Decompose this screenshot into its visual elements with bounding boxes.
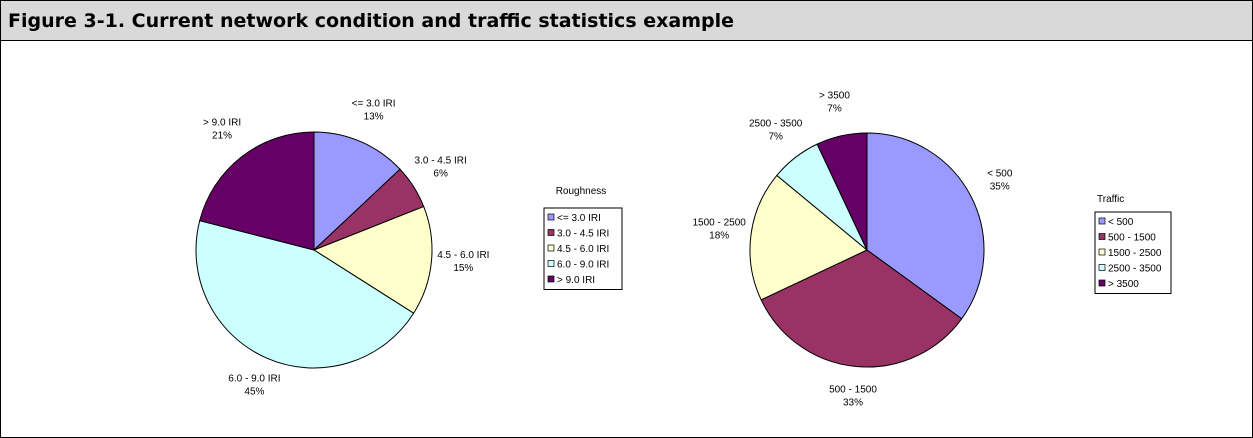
slice-value-label: 45% [244, 387, 264, 398]
legend-label: 1500 - 2500 [1108, 248, 1162, 259]
slice-value-label: 7% [827, 104, 842, 115]
slice-label: > 9.0 IRI [203, 117, 241, 128]
slice-value-label: 18% [709, 230, 729, 241]
pie-slice [866, 132, 985, 320]
slice-label: 1500 - 2500 [692, 217, 746, 228]
legend-swatch [1098, 248, 1106, 256]
legend-swatch [1098, 233, 1106, 240]
legend-label: 3.0 - 4.5 IRI [557, 229, 609, 240]
legend-title: Roughness [556, 186, 607, 197]
legend-swatch [547, 213, 555, 221]
slice-value-label: 13% [364, 111, 384, 122]
legend-label: <= 3.0 IRI [557, 213, 601, 224]
slice-label: 3.0 - 4.5 IRI [415, 156, 467, 167]
slice-value-label: 15% [453, 263, 473, 274]
pie-slice [816, 132, 868, 251]
legend-swatch [547, 275, 555, 283]
legend-label: 2500 - 3500 [1108, 264, 1162, 275]
legend-swatch [547, 229, 555, 236]
legend-swatch [1098, 279, 1106, 287]
pie-slice [749, 174, 868, 301]
legend-box [1094, 211, 1172, 294]
pie-slice [195, 220, 415, 369]
legend-label: 4.5 - 6.0 IRI [557, 244, 609, 255]
slice-value-label: 35% [990, 181, 1010, 192]
legend-label: 500 - 1500 [1108, 233, 1156, 244]
slice-value-label: 6% [433, 169, 448, 180]
legend-title: Traffic [1097, 194, 1124, 205]
pie-slice [313, 131, 401, 252]
slice-label: 500 - 1500 [829, 384, 877, 395]
legend-swatch [547, 244, 555, 252]
slice-label: 4.5 - 6.0 IRI [437, 250, 489, 261]
slice-label: < 500 [987, 168, 1013, 179]
legend-swatch [1098, 264, 1106, 271]
header-band [0, 0, 1253, 41]
legend-box [543, 207, 623, 290]
legend-label: 6.0 - 9.0 IRI [557, 260, 609, 271]
pie-slice [312, 205, 433, 314]
slice-value-label: 21% [212, 130, 232, 141]
legend-label: > 9.0 IRI [557, 275, 595, 286]
legend-swatch [547, 260, 555, 267]
slice-label: 6.0 - 9.0 IRI [228, 374, 280, 385]
pie-slice [199, 131, 315, 251]
legend-label: < 500 [1108, 217, 1134, 228]
slice-value-label: 33% [843, 397, 863, 408]
legend-swatch [1098, 217, 1106, 225]
slice-label: > 3500 [819, 91, 850, 102]
slice-label: 2500 - 3500 [749, 118, 803, 129]
legend-label: > 3500 [1108, 279, 1139, 290]
slice-value-label: 7% [768, 131, 783, 142]
slice-label: <= 3.0 IRI [352, 98, 396, 109]
figure-title: Figure 3-1. Current network condition an… [8, 10, 734, 32]
pie-slice [760, 249, 963, 368]
